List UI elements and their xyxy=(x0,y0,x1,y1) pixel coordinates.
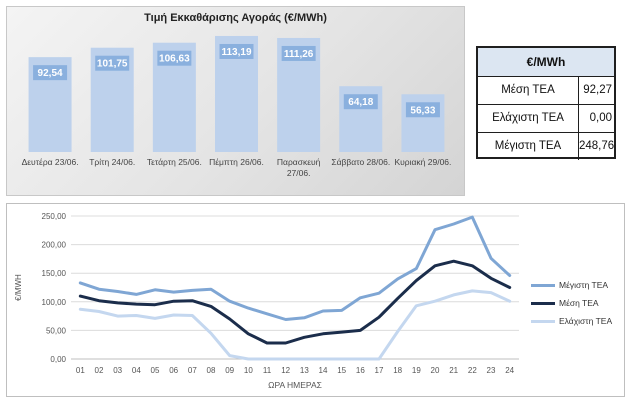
stats-row-avg: Μέση ΤΕΑ 92,27 xyxy=(478,77,614,105)
bar-chart-title: Τιμή Εκκαθάρισης Αγοράς (€/MWh) xyxy=(144,12,327,24)
bar-value-box xyxy=(33,65,68,81)
legend-label: Ελάχιστη ΤΕΑ xyxy=(559,316,613,326)
x-tick-label: 10 xyxy=(244,366,253,375)
bar-value-box xyxy=(405,102,440,118)
hourly-price-line-chart: 0,00 50,00 100,00 150,00 200,00 250,00 01 02 03 0… xyxy=(6,203,625,397)
legend-swatch xyxy=(531,320,555,323)
legend-swatch xyxy=(531,302,555,305)
category-label: Τρίτη 24/06. xyxy=(89,157,135,167)
y-tick-label: 150,00 xyxy=(42,269,67,278)
category-label: Σάββατο 28/06. xyxy=(331,157,390,167)
price-stats-table: €/MWh Μέση ΤΕΑ 92,27 Ελάχιστη ΤΕΑ 0,00 Μ… xyxy=(476,46,616,160)
y-tick-label: 200,00 xyxy=(42,241,67,250)
stats-row-max: Μέγιστη ΤΕΑ 248,76 xyxy=(478,133,614,160)
category-label: Κυριακή 29/06. xyxy=(394,157,451,167)
category-label: Πέμπτη 26/06. xyxy=(209,157,264,167)
bar-value-label: 64,18 xyxy=(348,97,373,108)
x-tick-label: 14 xyxy=(319,366,328,375)
x-tick-label: 13 xyxy=(300,366,309,375)
stats-label: Μέγιστη ΤΕΑ xyxy=(478,133,579,160)
x-tick-label: 01 xyxy=(76,366,85,375)
daily-price-bar-chart: Τιμή Εκκαθάρισης Αγοράς (€/MWh) 92,54 Δευ… xyxy=(6,6,465,196)
stats-value: 248,76 xyxy=(579,140,615,152)
bar-value-box xyxy=(95,55,130,71)
bar-value-label: 92,54 xyxy=(38,68,63,79)
x-tick-label: 19 xyxy=(412,366,421,375)
x-tick-label: 04 xyxy=(132,366,141,375)
series-line xyxy=(78,259,512,345)
category-label: Παρασκευή xyxy=(277,157,321,167)
x-tick-label: 08 xyxy=(207,366,216,375)
category-label: Τετάρτη 25/06. xyxy=(147,157,202,167)
x-tick-label: 05 xyxy=(151,366,160,375)
x-tick-label: 03 xyxy=(113,366,122,375)
x-tick-label: 24 xyxy=(505,366,514,375)
x-axis-title: ΩΡΑ ΗΜΕΡΑΣ xyxy=(268,380,322,390)
legend-label: Μέγιστη ΤΕΑ xyxy=(559,280,609,290)
stats-value: 0,00 xyxy=(589,112,612,124)
x-tick-label: 17 xyxy=(375,366,384,375)
x-tick-label: 09 xyxy=(225,366,234,375)
x-tick-label: 07 xyxy=(188,366,197,375)
x-tick-label: 21 xyxy=(449,366,458,375)
bar-value-box xyxy=(343,94,378,110)
x-tick-label: 15 xyxy=(337,366,346,375)
bar-value-label: 111,26 xyxy=(284,49,314,60)
stats-value: 92,27 xyxy=(583,84,612,96)
stats-row-min: Ελάχιστη ΤΕΑ 0,00 xyxy=(478,105,614,133)
legend-swatch xyxy=(531,284,555,287)
bar-value-box xyxy=(157,50,192,66)
bar-value-label: 106,63 xyxy=(159,54,190,65)
bar-chart-canvas: 92,54 Δευτέρα 23/06. 101,75 Τρίτη 24/06. 106… xyxy=(22,35,451,178)
y-tick-label: 50,00 xyxy=(46,326,67,335)
series-line xyxy=(78,215,512,321)
y-axis-title: €/MWH xyxy=(14,274,23,301)
stats-header: €/MWh xyxy=(478,48,614,77)
x-tick-label: 20 xyxy=(431,366,440,375)
x-tick-label: 23 xyxy=(487,366,496,375)
x-tick-label: 18 xyxy=(393,366,402,375)
bar-value-label: 56,33 xyxy=(410,105,435,116)
line-chart-canvas: 0,00 50,00 100,00 150,00 200,00 250,00 01 02 03 0… xyxy=(14,212,519,390)
stats-label: Μέση ΤΕΑ xyxy=(478,77,579,104)
y-tick-label: 250,00 xyxy=(42,212,67,221)
bar-value-label: 101,75 xyxy=(97,59,128,70)
y-tick-label: 0,00 xyxy=(50,355,66,364)
stats-label: Ελάχιστη ΤΕΑ xyxy=(478,105,579,132)
category-label: Δευτέρα 23/06. xyxy=(22,157,79,167)
x-tick-label: 02 xyxy=(95,366,104,375)
x-tick-label: 16 xyxy=(356,366,365,375)
series-line xyxy=(78,289,512,361)
category-label: 27/06. xyxy=(287,168,311,178)
bar-value-label: 113,19 xyxy=(221,47,251,58)
bar-value-box xyxy=(281,45,316,61)
x-tick-label: 06 xyxy=(169,366,178,375)
bar-value-box xyxy=(219,43,254,59)
legend-label: Μέση ΤΕΑ xyxy=(559,298,599,308)
x-tick-label: 11 xyxy=(263,366,272,375)
x-tick-label: 12 xyxy=(281,366,290,375)
x-tick-label: 22 xyxy=(468,366,477,375)
y-tick-label: 100,00 xyxy=(42,298,67,307)
